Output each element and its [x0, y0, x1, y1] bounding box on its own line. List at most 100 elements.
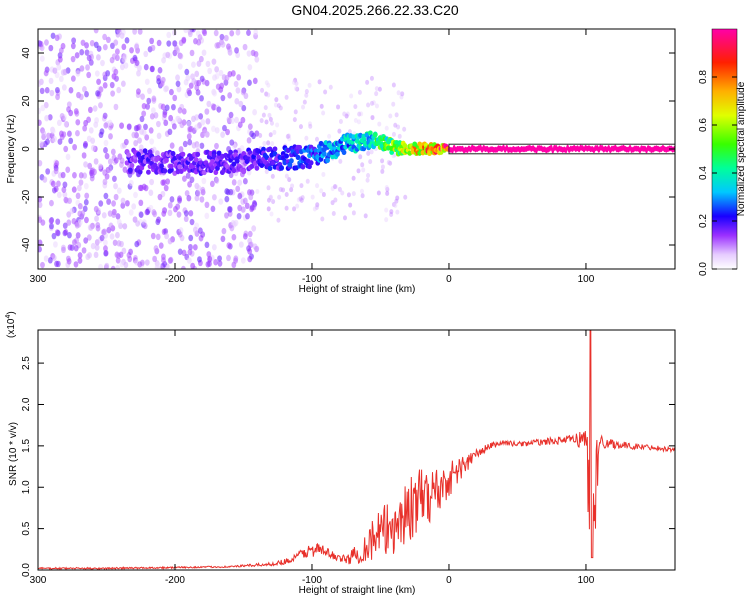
heatmap-cell — [272, 146, 278, 152]
heatmap-cell — [42, 176, 48, 183]
heatmap-cell — [66, 101, 72, 108]
heatmap-cell — [183, 29, 189, 34]
heatmap-cell — [299, 183, 304, 189]
heatmap-cell — [369, 149, 374, 155]
heatmap-cell — [196, 79, 202, 87]
heatmap-cell — [263, 105, 268, 111]
heatmap-cell — [254, 165, 260, 171]
heatmap-cell — [83, 161, 88, 168]
snr-panel: 300 -200 -100 0 100 0.0 0.5 1.0 1.5 2.0 2.5 Heigh… — [5, 311, 676, 596]
heatmap-cell — [338, 158, 343, 164]
spectrogram-x-axis-label: Height of straight line (km) — [299, 284, 416, 295]
heatmap-cell — [235, 87, 241, 94]
heatmap-cell — [147, 149, 153, 155]
heatmap-cell — [113, 157, 119, 164]
heatmap-cell — [90, 137, 96, 144]
heatmap-cell — [380, 158, 385, 164]
heatmap-cell — [396, 90, 401, 96]
ridge-band — [448, 143, 675, 155]
heatmap-cell — [149, 37, 155, 45]
heatmap-cell — [330, 200, 335, 206]
heatmap-cell — [228, 188, 234, 196]
heatmap-cell — [205, 118, 211, 125]
heatmap-cell — [175, 203, 181, 210]
heatmap-cell — [156, 262, 161, 269]
heatmap-cell — [199, 75, 205, 82]
heatmap-cell — [156, 216, 161, 223]
heatmap-cell — [113, 193, 119, 201]
heatmap-cell — [167, 209, 173, 217]
heatmap-cell — [399, 94, 404, 100]
y-tick-label: 2.5 — [21, 356, 32, 370]
heatmap-cell — [246, 137, 252, 144]
heatmap-cell — [246, 50, 252, 57]
heatmap-cell — [71, 218, 77, 225]
heatmap-cell — [308, 123, 313, 129]
heatmap-cell — [123, 261, 129, 269]
heatmap-cell — [317, 79, 322, 85]
heatmap-cell — [287, 162, 293, 168]
heatmap-cell — [73, 244, 79, 252]
snr-frame — [37, 329, 676, 571]
heatmap-cell — [56, 191, 62, 199]
heatmap-cell — [167, 128, 173, 136]
heatmap-cell — [113, 39, 119, 46]
heatmap-cell — [182, 140, 188, 148]
heatmap-cell — [191, 142, 197, 149]
heatmap-cell — [204, 108, 210, 115]
heatmap-cell — [65, 153, 71, 161]
heatmap-cell — [196, 39, 202, 46]
heatmap-cell — [63, 196, 69, 204]
heatmap-cell — [95, 54, 101, 61]
heatmap-cell — [39, 140, 45, 147]
heatmap-cell — [156, 78, 162, 85]
heatmap-cell — [361, 167, 366, 173]
heatmap-cell — [141, 102, 147, 110]
heatmap-cell — [221, 74, 227, 81]
y-tick-label: 1.0 — [21, 480, 32, 494]
heatmap-cell — [152, 162, 158, 168]
heatmap-cell — [377, 121, 382, 127]
heatmap-cell — [151, 209, 157, 216]
heatmap-cell — [196, 60, 202, 67]
heatmap-cell — [95, 90, 100, 97]
heatmap-cell — [180, 265, 186, 269]
heatmap-cell — [111, 200, 116, 207]
heatmap-cell — [273, 102, 278, 108]
heatmap-cell — [213, 169, 219, 175]
heatmap-cell — [101, 212, 107, 219]
heatmap-cell — [63, 145, 69, 153]
heatmap-cell — [114, 251, 120, 258]
heatmap-cell — [243, 92, 249, 100]
heatmap-cell — [103, 192, 109, 200]
heatmap-cell — [295, 203, 300, 209]
heatmap-cell — [183, 210, 189, 217]
heatmap-cell — [116, 218, 122, 226]
heatmap-cell — [249, 163, 255, 169]
heatmap-cell — [242, 197, 248, 205]
heatmap-cell — [149, 138, 155, 145]
heatmap-cell — [108, 133, 113, 140]
heatmap-cell — [197, 256, 202, 263]
heatmap-cell — [79, 65, 85, 72]
heatmap-cell — [218, 69, 224, 77]
colorbar-label: Normalized spectral amplitude — [736, 81, 747, 216]
heatmap-cell — [237, 179, 243, 186]
heatmap-cell — [200, 119, 206, 126]
heatmap-cell — [270, 173, 275, 179]
heatmap-cell — [83, 119, 89, 127]
x-tick-label: 300 — [30, 274, 47, 285]
heatmap-cell — [177, 231, 183, 238]
heatmap-cell — [291, 79, 296, 85]
heatmap-cell — [103, 139, 109, 147]
heatmap-cell — [204, 212, 210, 220]
heatmap-cell — [284, 153, 289, 159]
heatmap-cell — [191, 61, 196, 68]
heatmap-cell — [192, 244, 198, 251]
heatmap-cell — [116, 29, 122, 36]
heatmap-cell — [85, 253, 91, 261]
heatmap-cell — [70, 75, 76, 82]
heatmap-cell — [82, 172, 88, 179]
heatmap-cell — [365, 177, 370, 183]
heatmap-cell — [133, 139, 139, 147]
